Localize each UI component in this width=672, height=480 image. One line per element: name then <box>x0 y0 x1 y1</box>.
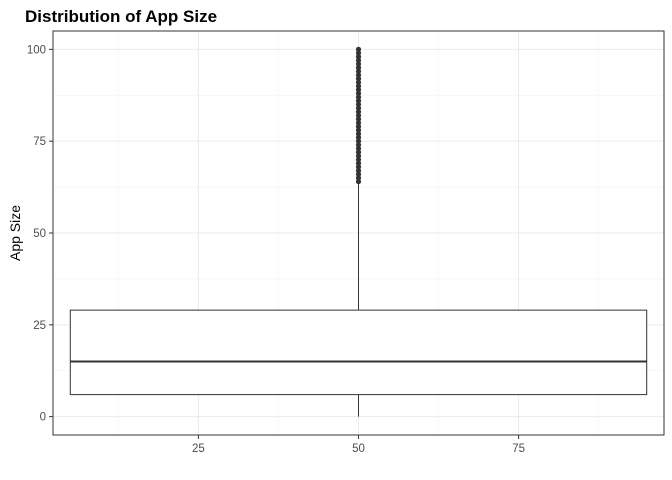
outlier-point <box>355 123 362 130</box>
x-tick-label: 50 <box>352 443 365 455</box>
outlier-point <box>355 109 362 115</box>
outlier-point <box>355 160 362 166</box>
outlier-point <box>355 72 362 78</box>
outlier-point <box>355 101 362 108</box>
outlier-point <box>355 79 362 86</box>
outlier-point <box>355 94 362 100</box>
outlier-point <box>355 105 362 111</box>
outlier-point <box>355 50 362 56</box>
outlier-points <box>355 46 362 185</box>
box-layer <box>69 181 648 417</box>
outlier-point <box>355 142 362 148</box>
y-tick-label: 0 <box>40 412 46 424</box>
outlier-point <box>355 164 362 170</box>
outlier-point <box>355 156 362 163</box>
x-tick-label: 25 <box>192 443 205 455</box>
outlier-point <box>355 54 362 60</box>
outlier-point <box>355 149 362 155</box>
x-axis: 25 50 75 <box>192 435 525 455</box>
y-tick-label: 100 <box>27 44 46 56</box>
y-tick-label: 50 <box>33 228 46 240</box>
y-tick-label: 75 <box>33 136 46 148</box>
outlier-point <box>355 116 362 122</box>
outlier-point <box>355 145 362 152</box>
outlier-point <box>355 178 362 185</box>
outlier-point <box>355 61 362 67</box>
interquartile-box <box>69 309 648 396</box>
outlier-point <box>355 98 362 104</box>
outlier-point <box>355 127 362 133</box>
outlier-point <box>355 87 362 93</box>
y-axis-label: App Size <box>7 205 23 261</box>
outlier-point <box>355 46 362 52</box>
outlier-point <box>355 65 362 71</box>
x-tick-label: 75 <box>512 443 525 455</box>
outlier-point <box>355 112 362 119</box>
outlier-point <box>355 57 362 63</box>
outlier-point <box>355 120 362 126</box>
outlier-point <box>355 167 362 174</box>
outlier-point <box>355 83 362 89</box>
outlier-point <box>355 175 362 181</box>
outlier-point <box>355 68 362 74</box>
outlier-point <box>355 131 362 137</box>
outlier-point <box>355 76 362 82</box>
outlier-point <box>355 134 362 141</box>
outlier-point <box>355 171 362 177</box>
outlier-point <box>355 90 362 97</box>
outlier-point <box>355 153 362 159</box>
chart-title: Distribution of App Size <box>25 7 217 26</box>
y-tick-label: 25 <box>33 320 46 332</box>
outlier-point <box>355 138 362 144</box>
y-axis: 0 25 50 75 100 <box>27 44 53 424</box>
